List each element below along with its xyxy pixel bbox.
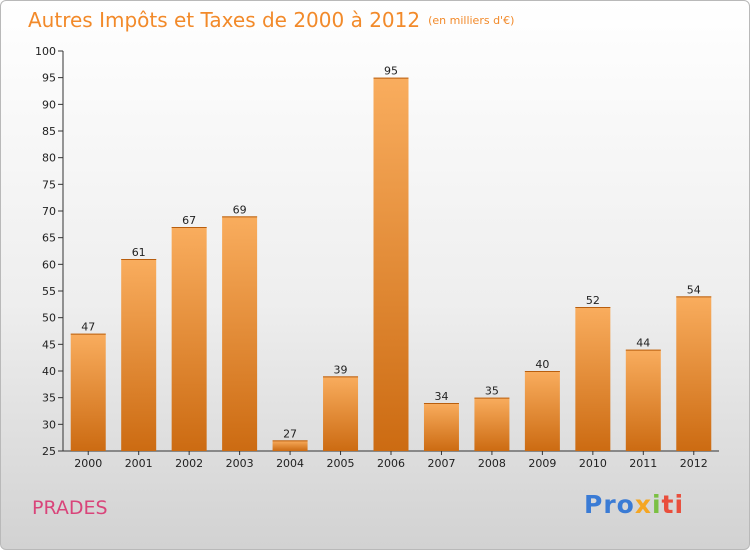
chart-title-text: Autres Impôts et Taxes de 2000 à 2012 <box>28 8 421 32</box>
y-tick-label: 40 <box>42 365 56 378</box>
x-tick-label: 2000 <box>74 457 102 470</box>
data-label: 44 <box>636 337 650 350</box>
bar <box>575 307 611 451</box>
y-tick-label: 95 <box>42 72 56 85</box>
bar <box>323 376 359 451</box>
data-label: 39 <box>334 363 348 376</box>
commune-name: PRADES <box>32 497 108 519</box>
y-tick-label: 45 <box>42 338 56 351</box>
data-label: 61 <box>132 246 146 259</box>
data-label: 52 <box>586 294 600 307</box>
x-tick-label: 2007 <box>427 457 455 470</box>
bar <box>474 397 510 451</box>
y-tick-label: 60 <box>42 258 56 271</box>
x-tick-label: 2006 <box>377 457 405 470</box>
y-tick-label: 50 <box>42 312 56 325</box>
data-label: 35 <box>485 385 499 398</box>
y-tick-label: 85 <box>42 125 56 138</box>
bar <box>373 77 409 452</box>
y-tick-label: 80 <box>42 152 56 165</box>
x-tick-label: 2002 <box>175 457 203 470</box>
x-tick-label: 2001 <box>125 457 153 470</box>
y-tick-label: 55 <box>42 285 56 298</box>
bar <box>625 349 661 451</box>
data-label: 67 <box>182 214 196 227</box>
x-tick-label: 2004 <box>276 457 304 470</box>
y-tick-label: 75 <box>42 178 56 191</box>
proxiti-logo: Proxiti <box>584 490 685 519</box>
chart-unit: (en milliers d'€) <box>428 14 515 27</box>
bar <box>121 259 157 451</box>
x-tick-label: 2003 <box>226 457 254 470</box>
bar <box>676 296 712 451</box>
bar <box>171 227 207 451</box>
data-label: 34 <box>434 390 448 403</box>
y-tick-label: 70 <box>42 205 56 218</box>
data-label: 54 <box>687 283 701 296</box>
bar <box>423 403 459 451</box>
bar <box>272 440 308 451</box>
x-tick-label: 2011 <box>629 457 657 470</box>
x-tick-label: 2010 <box>579 457 607 470</box>
bar <box>524 371 560 451</box>
data-label: 69 <box>233 203 247 216</box>
bar <box>70 333 106 451</box>
y-tick-label: 100 <box>35 45 56 58</box>
x-tick-label: 2008 <box>478 457 506 470</box>
y-tick-label: 30 <box>42 418 56 431</box>
y-tick-label: 35 <box>42 392 56 405</box>
y-tick-label: 65 <box>42 232 56 245</box>
x-tick-label: 2005 <box>327 457 355 470</box>
bar <box>222 216 258 451</box>
data-label: 40 <box>535 358 549 371</box>
data-label: 47 <box>81 321 95 334</box>
x-tick-label: 2009 <box>528 457 556 470</box>
data-label: 27 <box>283 427 297 440</box>
x-tick-label: 2012 <box>680 457 708 470</box>
data-label: 95 <box>384 65 398 78</box>
y-tick-label: 90 <box>42 98 56 111</box>
chart-title: Autres Impôts et Taxes de 2000 à 2012 (en… <box>28 8 514 32</box>
y-tick-label: 25 <box>42 445 56 458</box>
